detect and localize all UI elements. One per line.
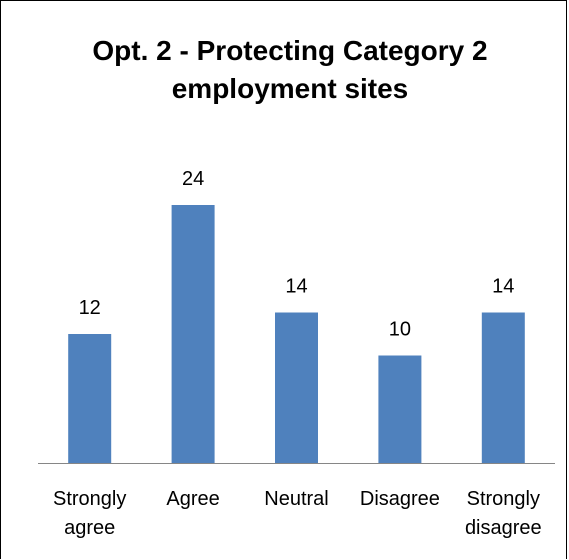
data-label-4: 10	[389, 319, 411, 341]
data-label-3: 14	[285, 276, 307, 298]
chart-title: Opt. 2 - Protecting Category 2 employmen…	[92, 35, 488, 104]
bar-1	[68, 334, 112, 463]
x-tick-label-4: Disagree	[360, 488, 440, 510]
x-tick-label-5-line-1: Strongly	[467, 488, 540, 510]
x-tick-label-3: Neutral	[264, 488, 328, 510]
data-label-2: 24	[182, 168, 204, 190]
x-tick-label-5-line-2: disagree	[465, 517, 542, 539]
data-label-1: 12	[79, 297, 101, 319]
bar-2	[171, 205, 215, 463]
x-tick-label-1-line-2: agree	[64, 517, 115, 539]
data-label-5: 14	[492, 276, 514, 298]
bar-3	[275, 312, 318, 463]
x-tick-label-2: Agree	[166, 488, 219, 510]
x-tick-label-1-line-1: Strongly	[53, 488, 126, 510]
bar-4	[378, 355, 422, 463]
bar-5	[481, 312, 525, 463]
